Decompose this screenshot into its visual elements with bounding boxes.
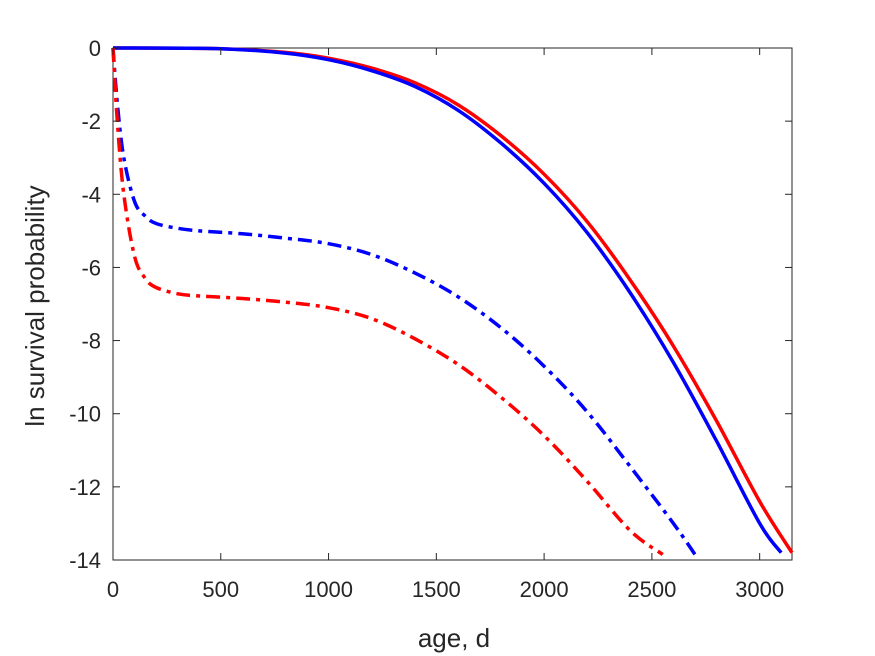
series-layer <box>111 46 794 556</box>
x-tick-label: 500 <box>202 577 239 602</box>
plot-area-box <box>112 47 793 561</box>
x-tick-label: 2000 <box>520 577 569 602</box>
series-line-blue-solid <box>112 46 783 554</box>
y-tick-label: 0 <box>89 36 101 61</box>
y-tick-label: -6 <box>81 255 101 280</box>
x-tick-label: 3000 <box>735 577 784 602</box>
plot-frame <box>112 47 793 561</box>
y-tick-label: -10 <box>69 402 101 427</box>
x-tick-label: 2500 <box>627 577 676 602</box>
x-tick-label: 1000 <box>304 577 353 602</box>
y-tick-label: -8 <box>81 329 101 354</box>
x-axis-ticks: 0 500 1000 1500 2000 2500 3000 <box>107 48 784 602</box>
x-tick-label: 1500 <box>412 577 461 602</box>
x-tick-label: 0 <box>107 577 119 602</box>
y-tick-label: -4 <box>81 182 101 207</box>
y-tick-label: -14 <box>69 548 101 573</box>
x-axis-title: age, d <box>418 623 490 653</box>
series-line-blue-dashdot <box>111 47 697 556</box>
y-tick-label: -12 <box>69 475 101 500</box>
y-tick-label: -2 <box>81 109 101 134</box>
y-axis-title: ln survival probability <box>20 185 50 426</box>
y-axis-ticks: 0 -2 -4 -6 -8 -10 -12 -14 <box>69 36 792 573</box>
